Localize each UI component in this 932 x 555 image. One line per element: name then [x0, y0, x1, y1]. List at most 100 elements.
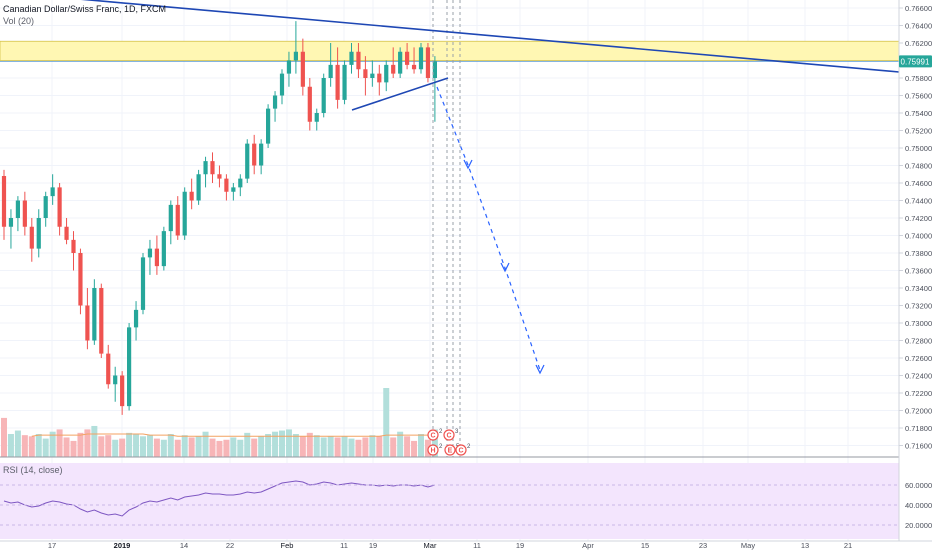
candle-body: [71, 239, 76, 253]
volume-bar: [411, 440, 418, 457]
volume-bar: [348, 438, 355, 457]
event-marker-top-ring: [427, 429, 439, 441]
price-tick-label: 0.76200: [905, 39, 932, 48]
candle-body: [43, 196, 48, 218]
rsi-line: [3, 480, 436, 517]
candle-body: [64, 226, 69, 240]
rsi-axis: 60.0000 40.0000 20.0000: [0, 481, 932, 530]
candle-body: [85, 305, 90, 341]
time-tick-label: 23: [699, 541, 707, 550]
volume-bar: [174, 439, 181, 457]
price-tick-label: 0.73000: [905, 319, 932, 328]
volume-bar: [84, 429, 91, 457]
volume-bar: [105, 435, 112, 457]
candle-body: [120, 375, 125, 407]
volume-bar: [216, 440, 223, 457]
candle-body: [29, 226, 34, 249]
candles: [1, 21, 437, 415]
candle-body: [391, 64, 396, 74]
time-tick-label: 21: [844, 541, 852, 550]
volume-bar: [112, 439, 119, 457]
volume-bar: [98, 436, 105, 457]
volume-bar: [362, 437, 369, 457]
candle-body: [279, 73, 285, 96]
candle-body: [189, 191, 194, 201]
candle-body: [335, 64, 340, 100]
volume-bar: [383, 388, 390, 457]
candle-body: [418, 47, 424, 70]
price-tick-label: 0.74000: [905, 232, 932, 241]
candle-body: [286, 60, 292, 74]
time-tick-label: May: [741, 541, 755, 550]
candle-body: [363, 69, 368, 78]
candle-body: [50, 187, 55, 197]
time-tick-label: 14: [180, 541, 188, 550]
price-tick-label: 0.75400: [905, 109, 932, 118]
ascending-trendline[interactable]: [351, 77, 449, 111]
candle-body: [175, 204, 180, 236]
candle-body: [57, 187, 62, 227]
time-tick-label: 13: [801, 541, 809, 550]
event-marker-bottom-ring: [455, 444, 467, 456]
event-marker-bottom-sign: H: [430, 448, 435, 455]
event-markers[interactable]: C2C3H2E5C2: [427, 429, 471, 456]
price-tick-label: 0.72600: [905, 354, 932, 363]
price-axis[interactable]: 0.766000.764000.762000.760000.758000.756…: [899, 4, 932, 451]
price-tick-label: 0.74400: [905, 197, 932, 206]
price-tick-label: 0.75000: [905, 144, 932, 153]
volume-bar: [21, 435, 28, 457]
candle-body: [168, 204, 173, 232]
volume-bar: [258, 436, 265, 457]
candle-body: [342, 64, 347, 100]
volume-bar: [126, 432, 133, 457]
candle-body: [99, 288, 104, 354]
volume-bar: [341, 436, 348, 457]
event-marker-bottom-sign: C: [458, 448, 463, 455]
time-axis[interactable]: 17 2019 14 22 Feb 11 19 Mar 11 19 Apr 15 23 May 13 21: [48, 541, 852, 550]
time-tick-label: 19: [516, 541, 524, 550]
price-tick-label: 0.75200: [905, 127, 932, 136]
volume-bar: [244, 432, 251, 457]
projection-arrow-2: [500, 262, 510, 273]
time-tick-label: 11: [473, 541, 481, 550]
volume-legend: Vol (20): [3, 16, 35, 26]
volume-bar: [56, 429, 63, 457]
candle-body: [92, 288, 97, 341]
volume-bar: [49, 431, 56, 457]
projection-path[interactable]: [436, 86, 541, 371]
time-tick-label: 11: [340, 541, 348, 550]
volume-bar: [7, 434, 14, 457]
candle-body: [140, 257, 146, 310]
candle-body: [36, 218, 41, 249]
candle-body: [321, 78, 326, 113]
candle-body: [328, 64, 333, 78]
volume-bar: [279, 430, 285, 457]
descending-trendline[interactable]: [0, 0, 900, 73]
volume-bar: [188, 437, 195, 457]
price-tick-label: 0.74600: [905, 179, 932, 188]
volume-bar: [146, 435, 153, 457]
candle-body: [425, 47, 431, 78]
volume-bar: [160, 439, 167, 457]
volume-bar: [42, 438, 49, 457]
price-tick-label: 0.76400: [905, 22, 932, 31]
price-tick-label: 0.72400: [905, 372, 932, 381]
volume-bar: [77, 432, 84, 457]
event-marker-top-count: 2: [439, 429, 443, 435]
volume-bar: [285, 429, 292, 457]
candle-body: [245, 143, 250, 179]
time-tick-label: 19: [369, 541, 377, 550]
resistance-zone[interactable]: [0, 40, 900, 61]
volume-bar: [119, 438, 126, 457]
price-tick-label: 0.74800: [905, 162, 932, 171]
time-tick-label: Apr: [582, 541, 594, 550]
volume-bar: [272, 431, 279, 457]
price-tick-label: 0.71600: [905, 442, 932, 451]
volume-bar: [230, 437, 237, 457]
candle-body: [377, 73, 382, 83]
candle-body: [106, 353, 111, 385]
price-tick-label: 0.74200: [905, 214, 932, 223]
rsi-tick-label: 60.0000: [905, 481, 932, 490]
